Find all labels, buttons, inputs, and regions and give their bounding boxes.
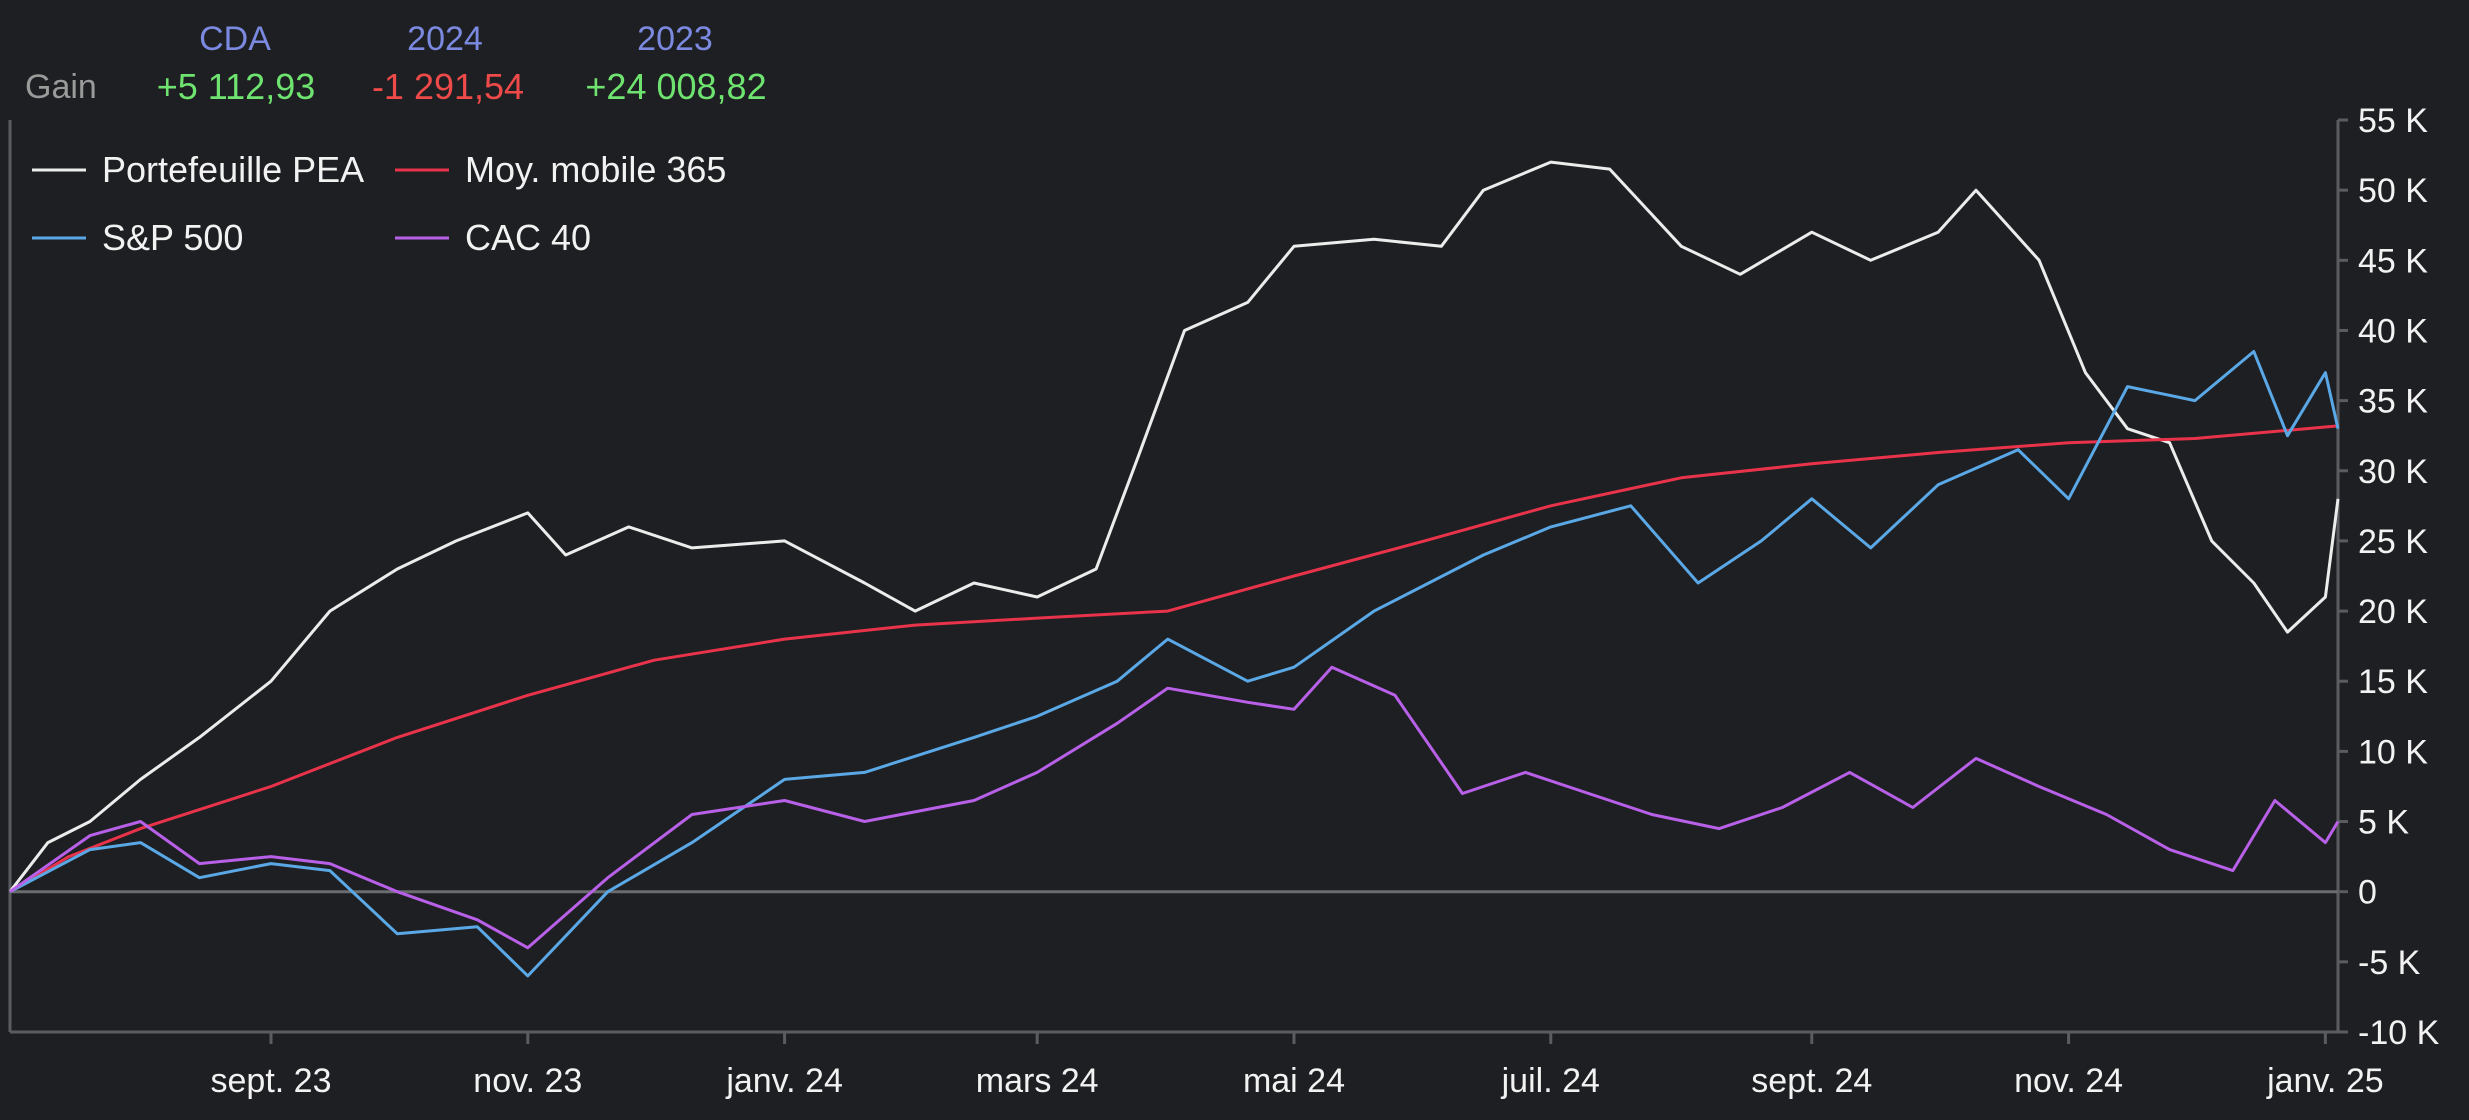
legend: Portefeuille PEA Moy. mobile 365 S&P 500 CA… — [32, 149, 726, 258]
axes: -10 K -5 K 0 5 K 10 K 15 K 20 K 25 K 30 K 35 K 40 … — [8, 102, 2440, 1100]
gain-column-label: CDA — [199, 20, 271, 58]
legend-item: Moy. mobile 365 — [395, 149, 726, 190]
legend-item: Portefeuille PEA — [32, 149, 364, 190]
legend-label: S&P 500 — [102, 217, 243, 258]
x-tick-label: mars 24 — [976, 1062, 1099, 1100]
y-tick-label: 40 K — [2358, 312, 2428, 350]
y-tick-label: -10 K — [2358, 1014, 2440, 1052]
y-tick-label: 30 K — [2358, 453, 2428, 491]
y-tick-label: 55 K — [2358, 102, 2428, 140]
x-tick-label: janv. 25 — [2266, 1062, 2384, 1100]
x-tick-label: sept. 24 — [1751, 1062, 1872, 1100]
y-tick-label: 35 K — [2358, 383, 2428, 421]
x-tick-label: juil. 24 — [1501, 1062, 1600, 1100]
y-tick-label: -5 K — [2358, 944, 2421, 982]
gain-value-2024: -1 291,54 — [371, 66, 525, 107]
y-tick-label: 20 K — [2358, 593, 2428, 631]
series-layer — [8, 160, 2340, 978]
x-tick-label: sept. 23 — [211, 1062, 332, 1100]
y-tick-label: 45 K — [2358, 242, 2428, 280]
gain-row-label: Gain — [25, 68, 97, 106]
y-tick-label: 25 K — [2358, 523, 2428, 561]
gain-summary: CDA 2024 2023 Gain +5 112,93 -1 291,54 +… — [0, 0, 800, 120]
legend-label: CAC 40 — [465, 217, 591, 258]
y-tick-label: 10 K — [2358, 733, 2428, 771]
y-tick-label: 50 K — [2358, 172, 2428, 210]
x-tick-label: nov. 23 — [473, 1062, 582, 1100]
y-tick-label: 5 K — [2358, 804, 2409, 842]
x-tick-label: janv. 24 — [725, 1062, 843, 1100]
series-line-moy-mobile-365 — [9, 424, 2339, 893]
gain-value-cda: +5 112,93 — [156, 66, 316, 107]
legend-item: CAC 40 — [395, 217, 591, 258]
series-line-cac-40 — [9, 665, 2340, 950]
legend-label: Portefeuille PEA — [102, 149, 364, 190]
series-line-s-p-500 — [9, 350, 2340, 978]
legend-item: S&P 500 — [32, 217, 243, 258]
x-tick-label: mai 24 — [1243, 1062, 1345, 1100]
y-tick-label: 0 — [2358, 874, 2377, 912]
gain-column-label: 2024 — [407, 20, 483, 58]
series-line-portefeuille-pea — [8, 160, 2340, 893]
gain-value-2023: +24 008,82 — [585, 66, 767, 107]
legend-label: Moy. mobile 365 — [465, 149, 726, 190]
y-tick-label: 15 K — [2358, 663, 2428, 701]
gain-column-label: 2023 — [637, 20, 713, 58]
x-tick-label: nov. 24 — [2014, 1062, 2123, 1100]
